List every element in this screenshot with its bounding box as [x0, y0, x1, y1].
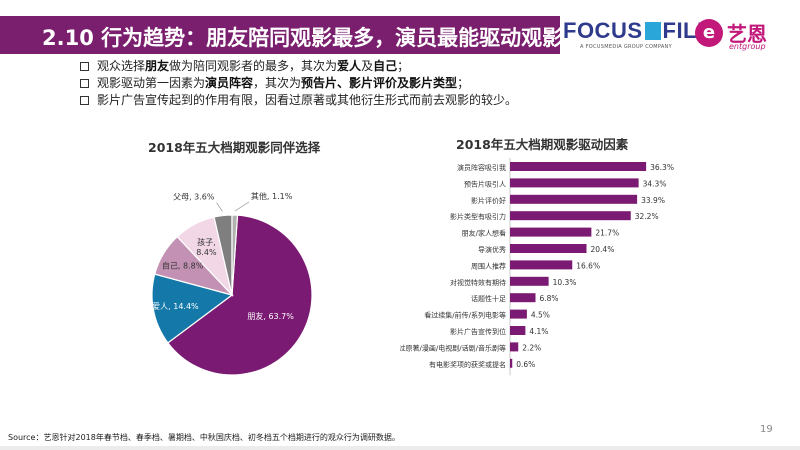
bar-chart-title: 2018年五大档期观影驱动因素 [456, 137, 629, 152]
bar-8 [510, 293, 536, 303]
bar-value-label: 34.3% [643, 179, 667, 188]
bar-category-label: 周围人推荐 [471, 261, 506, 270]
bar-category-label: 对视觉特效有期待 [450, 278, 506, 287]
pie-leader-line-4 [216, 202, 223, 212]
bar-category-label: 影片广告宣传到位 [450, 327, 506, 336]
bar-value-label: 21.7% [595, 229, 619, 238]
logo-square-icon [644, 22, 661, 40]
pie-slice-0 [167, 214, 313, 376]
pie-leader-line-5 [234, 201, 250, 212]
bar-category-label: 看过续集/前传/系列电影等 [424, 311, 506, 320]
bullet-bold: 自己 [373, 59, 398, 73]
bar-value-label: 2.2% [522, 343, 541, 352]
bullet-text: 观众选择 [97, 59, 146, 73]
bullet-item: 观众选择朋友做为陪同观影者的最多，其次为爱人及自己； [80, 58, 517, 75]
bullet-text: 观影驱动第一因素为 [97, 76, 206, 90]
bar-category-label: 朋友/家人想看 [462, 229, 506, 238]
bar-3 [510, 211, 631, 221]
pie-label-3-value: 8.4% [196, 248, 217, 257]
entgroup-logo-subtitle: entgroup [729, 42, 766, 51]
bullet-text: 影片广告宣传起到的作用有限，因看过原著或其他衍生形式而前去观影的较少。 [97, 93, 518, 107]
footer-divider [0, 446, 800, 450]
logo-focus-text: FOCUS [563, 18, 643, 43]
entgroup-logo-icon: e [695, 19, 723, 47]
bullet-text: ； [457, 76, 470, 90]
pie-label-4: 父母, 3.6% [173, 193, 215, 202]
bar-value-label: 6.8% [540, 294, 559, 303]
bullet-bold: 预告片、影片评价及影片类型 [301, 76, 458, 90]
title-bar [0, 16, 560, 54]
bar-7 [510, 276, 549, 286]
bullet-item: 影片广告宣传起到的作用有限，因看过原著或其他衍生形式而前去观影的较少。 [80, 92, 517, 109]
bar-value-label: 0.6% [516, 360, 535, 369]
bar-value-label: 33.9% [641, 196, 665, 205]
checkbox-bullet-icon [80, 62, 89, 71]
bullet-bold: 爱人 [337, 59, 362, 73]
focus-film-logo: FOCUS FILM [563, 18, 716, 44]
bar-category-label: 影片类型有吸引力 [450, 212, 506, 221]
bar-12 [510, 358, 513, 368]
source-note: Source：艺恩针对2018年春节档、春季档、暑期档、中秋国庆档、初冬档五个档… [8, 433, 400, 442]
entgroup-logo-text: 艺恩 [727, 22, 767, 46]
bullet-bold: 朋友 [145, 59, 170, 73]
bullet-bold: 演员阵容 [205, 76, 254, 90]
bar-category-label: 演员阵容吸引我 [457, 163, 506, 172]
bullet-text: 做为陪同观影者的最多，其次为 [169, 59, 338, 73]
page-number: 19 [760, 424, 773, 435]
page-title: 2.10 行为趋势：朋友陪同观影最多，演员最能驱动观影 [42, 26, 564, 50]
bullet-text: 及 [361, 59, 374, 73]
bar-2 [510, 194, 638, 204]
bar-category-label: 影片评价好 [471, 196, 506, 205]
bar-category-label: 有电影奖项的获奖或提名 [429, 360, 506, 369]
bar-6 [510, 260, 573, 270]
pie-chart: 朋友, 63.7% 爱人, 14.4% 自己, 8.8% 孩子,8.4% 父母, 3.6… [151, 191, 313, 376]
pie-label-5: 其他, 1.1% [251, 191, 293, 201]
bar-category-label: 预告片吸引人 [464, 179, 506, 188]
bar-category-label: 话题性十足 [471, 294, 506, 303]
bar-0 [510, 162, 647, 171]
checkbox-bullet-icon [80, 96, 89, 105]
pie-slice-5 [231, 214, 239, 296]
bar-5 [510, 244, 587, 253]
bar-value-label: 4.5% [531, 311, 550, 320]
bar-value-label: 16.6% [576, 261, 600, 270]
pie-label-2: 自己, 8.8% [162, 260, 204, 270]
bar-value-label: 4.1% [529, 327, 548, 336]
bar-category-label: 看过原著/漫画/电视剧/话剧/音乐剧等 [400, 343, 506, 352]
pie-chart-title: 2018年五大档期观影同伴选择 [148, 140, 321, 155]
bar-value-label: 32.2% [635, 212, 659, 221]
pie-slice-1 [151, 273, 234, 344]
bar-10 [510, 326, 526, 335]
bar-1 [510, 178, 639, 188]
pie-label-1: 爱人, 14.4% [152, 302, 199, 311]
bullet-text: ； [397, 59, 410, 73]
bar-chart: 演员阵容吸引我 36.3% 预告片吸引人 34.3% 影片评价好 33.9% 影片类型有吸引… [400, 158, 674, 376]
bar-category-label: 导演优秀 [478, 245, 506, 254]
checkbox-bullet-icon [80, 79, 89, 88]
bar-value-label: 36.3% [650, 163, 674, 172]
bullet-item: 观影驱动第一因素为演员阵容，其次为预告片、影片评价及影片类型； [80, 75, 517, 92]
bar-4 [510, 227, 592, 237]
bar-9 [510, 309, 527, 319]
focus-film-logo-subtitle: A FOCUSMEDIA GROUP COMPANY [580, 44, 672, 50]
bar-value-label: 10.3% [553, 278, 577, 287]
pie-label-0: 朋友, 63.7% [247, 311, 294, 321]
bullet-text: ，其次为 [253, 76, 302, 90]
bar-11 [510, 342, 519, 352]
pie-label-3: 孩子, [197, 237, 216, 247]
bar-value-label: 20.4% [591, 245, 615, 254]
bullet-list: 观众选择朋友做为陪同观影者的最多，其次为爱人及自己； 观影驱动第一因素为演员阵容… [80, 58, 517, 109]
